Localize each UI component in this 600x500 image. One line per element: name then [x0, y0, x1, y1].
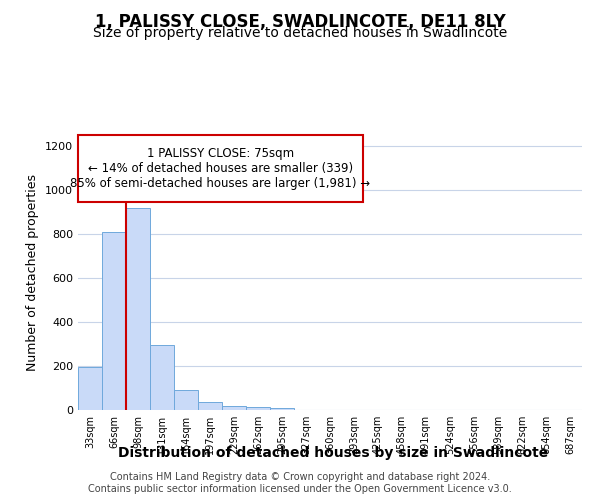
Bar: [222, 406, 246, 410]
Text: Size of property relative to detached houses in Swadlincote: Size of property relative to detached ho…: [93, 26, 507, 40]
Text: Distribution of detached houses by size in Swadlincote: Distribution of detached houses by size …: [118, 446, 548, 460]
Bar: [198, 402, 222, 410]
Text: 1, PALISSY CLOSE, SWADLINCOTE, DE11 8LY: 1, PALISSY CLOSE, SWADLINCOTE, DE11 8LY: [95, 12, 505, 30]
Y-axis label: Number of detached properties: Number of detached properties: [26, 174, 40, 371]
Bar: [270, 408, 294, 410]
Text: Contains HM Land Registry data © Crown copyright and database right 2024.
Contai: Contains HM Land Registry data © Crown c…: [88, 472, 512, 494]
Bar: [126, 208, 150, 410]
Bar: [78, 367, 102, 410]
FancyBboxPatch shape: [78, 135, 363, 202]
Bar: [174, 390, 198, 410]
Bar: [102, 232, 126, 410]
Bar: [246, 406, 270, 410]
Text: 1 PALISSY CLOSE: 75sqm
← 14% of detached houses are smaller (339)
85% of semi-de: 1 PALISSY CLOSE: 75sqm ← 14% of detached…: [70, 147, 370, 190]
Bar: [150, 345, 174, 410]
